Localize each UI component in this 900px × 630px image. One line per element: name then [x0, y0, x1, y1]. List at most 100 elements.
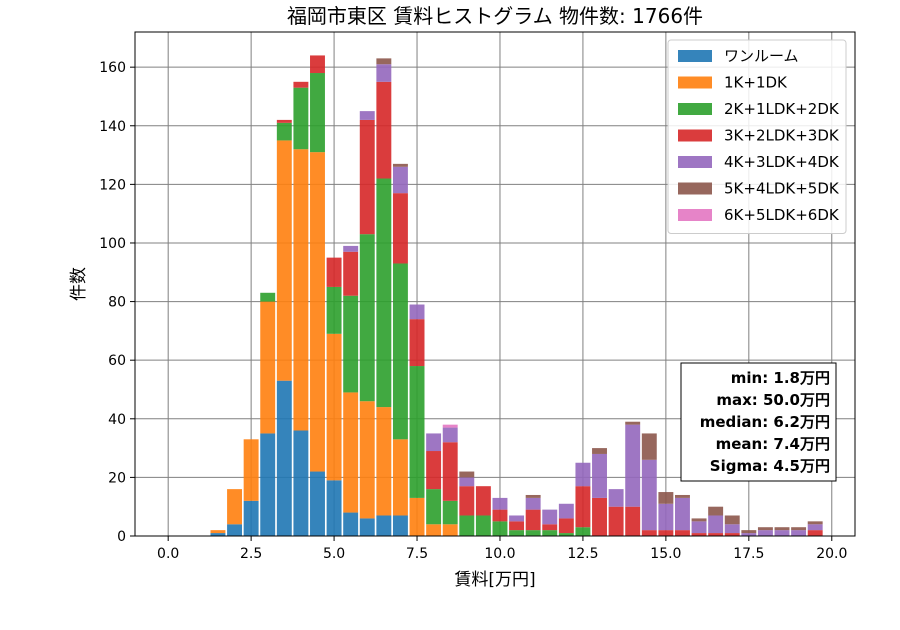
bar-segment — [376, 515, 392, 536]
bar-segment — [525, 530, 541, 536]
bar-segment — [509, 521, 525, 531]
bar-segment — [359, 119, 375, 235]
bar-segment — [227, 524, 243, 536]
legend-swatch — [678, 76, 712, 89]
bar-segment — [625, 421, 641, 425]
bar-segment — [409, 366, 425, 498]
bar-segment — [426, 451, 442, 490]
x-tick-label: 2.5 — [240, 546, 262, 562]
bar-segment — [409, 319, 425, 367]
bar-segment — [409, 497, 425, 536]
bar-segment — [807, 524, 823, 531]
bar-segment — [376, 58, 392, 65]
legend-label: 5K+4LDK+5DK — [724, 180, 840, 198]
y-axis-label: 件数 — [69, 267, 89, 301]
legend-swatch — [678, 103, 712, 115]
bar-segment — [260, 292, 276, 302]
bar-segment — [376, 64, 392, 82]
bar-segment — [359, 234, 375, 402]
bar-segment — [326, 286, 342, 334]
legend-swatch — [678, 50, 712, 62]
x-tick-label: 17.5 — [733, 546, 764, 562]
bar-segment — [525, 509, 541, 531]
bar-segment — [509, 515, 525, 522]
bar-segment — [276, 380, 292, 536]
bar-segment — [592, 448, 607, 454]
bar-segment — [392, 515, 408, 536]
bar-segment — [426, 489, 442, 525]
y-tick-label: 60 — [108, 353, 126, 369]
y-tick-label: 40 — [108, 412, 126, 428]
legend-label: 4K+3LDK+4DK — [724, 153, 840, 171]
bar-segment — [343, 245, 359, 252]
x-tick-label: 10.0 — [484, 546, 515, 562]
legend-box — [667, 39, 847, 234]
bar-segment — [392, 193, 408, 264]
bar-segment — [359, 401, 375, 519]
bar-segment — [658, 503, 674, 531]
bar-segment — [376, 407, 392, 516]
bar-segment — [343, 251, 359, 296]
bar-segment — [310, 73, 325, 153]
bar-segment — [575, 486, 591, 528]
bar-segment — [592, 497, 607, 536]
legend-swatch — [678, 182, 712, 195]
bar-segment — [442, 424, 458, 428]
bar-segment — [293, 81, 309, 88]
stats-line: max: 50.0万円 — [716, 391, 830, 409]
bar-segment — [310, 152, 325, 472]
bar-segment — [708, 515, 724, 534]
bar-segment — [774, 530, 790, 536]
bar-segment — [359, 111, 375, 120]
bar-segment — [343, 512, 359, 536]
bar-segment — [376, 178, 392, 408]
bar-segment — [459, 486, 475, 516]
legend-swatch — [678, 209, 712, 221]
bar-segment — [558, 533, 574, 536]
bar-segment — [376, 81, 392, 179]
y-tick-label: 0 — [117, 529, 126, 545]
bar-segment — [592, 453, 607, 498]
bar-segment — [641, 459, 657, 531]
bar-segment — [326, 480, 342, 536]
bar-segment — [459, 515, 475, 536]
bar-segment — [741, 533, 757, 536]
bar-segment — [807, 521, 823, 525]
bar-segment — [442, 427, 458, 443]
bar-segment — [658, 492, 674, 504]
bar-segment — [608, 506, 624, 536]
y-tick-label: 80 — [108, 295, 126, 311]
bar-segment — [525, 494, 541, 498]
y-tick-label: 140 — [99, 119, 126, 135]
bar-segment — [310, 55, 325, 74]
bar-segment — [227, 489, 243, 525]
bar-segment — [741, 530, 757, 534]
bar-segment — [243, 439, 259, 501]
bar-segment — [492, 497, 508, 510]
legend-label: ワンルーム — [724, 47, 799, 65]
bar-segment — [791, 530, 807, 536]
bar-segment — [459, 471, 475, 478]
bar-segment — [658, 530, 674, 536]
bar-segment — [509, 530, 525, 536]
bar-segment — [774, 527, 790, 531]
bar-segment — [492, 509, 508, 522]
legend-label: 2K+1LDK+2DK — [724, 100, 840, 118]
bar-segment — [343, 295, 359, 393]
y-tick-label: 120 — [99, 177, 126, 193]
bar-segment — [625, 424, 641, 507]
y-tick-label: 100 — [99, 236, 126, 252]
bar-segment — [475, 486, 491, 516]
stats-line: median: 6.2万円 — [700, 413, 830, 431]
bar-segment — [392, 439, 408, 516]
bar-segment — [459, 477, 475, 487]
stats-box: min: 1.8万円 max: 50.0万円 median: 6.2万円 mean: … — [680, 362, 837, 482]
bar-segment — [807, 530, 823, 536]
chart-title: 福岡市東区 賃料ヒストグラム 物件数: 1766件 — [287, 4, 703, 28]
x-tick-label: 20.0 — [816, 546, 847, 562]
bar-segment — [675, 497, 690, 531]
bar-segment — [757, 527, 773, 531]
bars — [210, 55, 823, 536]
bar-segment — [293, 430, 309, 536]
bar-segment — [708, 506, 724, 516]
